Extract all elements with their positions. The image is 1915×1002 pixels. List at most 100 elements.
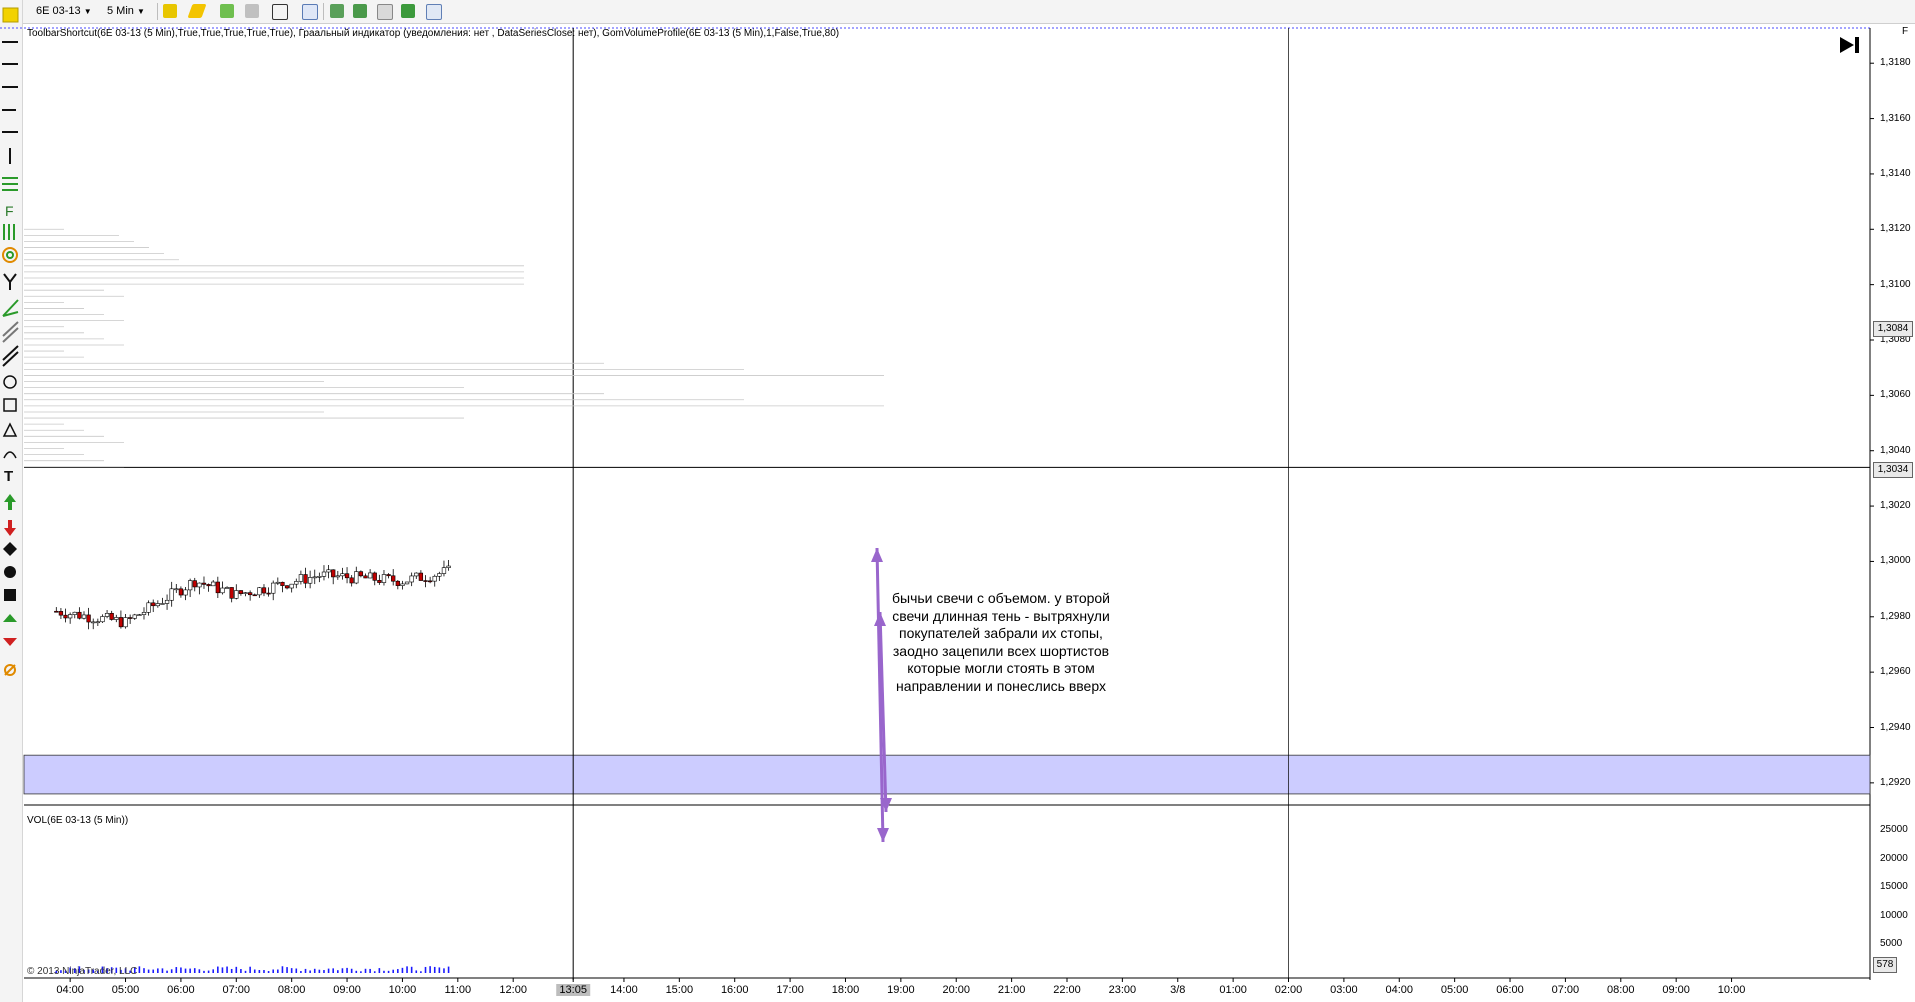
candle-body — [63, 614, 68, 619]
candle-body — [224, 587, 230, 589]
last-price-tag: 1,3084 — [1873, 321, 1913, 337]
candle-body — [146, 602, 151, 613]
chart-annotation-text[interactable]: бычьи свечи с объемом. у второй свечи дл… — [891, 590, 1111, 694]
time-axis-label: 09:00 — [1662, 984, 1690, 996]
eraser-icon[interactable] — [245, 4, 259, 18]
skip-to-end-icon[interactable] — [1836, 34, 1862, 56]
candle-body — [354, 571, 359, 584]
dot-icon — [4, 566, 16, 578]
time-axis-label: 13:05 — [556, 984, 590, 996]
arc-icon — [3, 451, 17, 459]
candle-body — [247, 592, 253, 596]
volume-value-tag: 578 — [1873, 957, 1897, 973]
corner-label: F — [1902, 26, 1909, 37]
candle-body — [275, 581, 280, 584]
bar-type-icon[interactable] — [163, 4, 177, 18]
candle-body — [86, 614, 91, 623]
fib-extension-icon: F — [5, 203, 14, 219]
candle-body — [441, 567, 447, 574]
candle-body — [95, 621, 100, 624]
square-icon — [4, 589, 16, 601]
drawing-tools-icons: F T — [2, 7, 19, 676]
time-axis-label: 05:00 — [1440, 984, 1469, 996]
time-axis-label: 18:00 — [831, 984, 860, 996]
candle-body — [266, 592, 271, 595]
candle-body — [160, 603, 165, 605]
candle-body — [197, 582, 202, 588]
time-axis-label: 21:00 — [997, 984, 1026, 996]
time-axis-label: 10:00 — [1717, 984, 1746, 996]
fib-circle-icon — [2, 247, 18, 263]
time-axis-label: 23:00 — [1108, 984, 1137, 996]
candle-body — [372, 572, 377, 581]
price-axis-label: 1,3180 — [1880, 57, 1911, 69]
dollar-icon[interactable] — [401, 4, 415, 18]
crosshair-icon[interactable] — [272, 4, 288, 20]
indicators-icon[interactable] — [353, 4, 367, 18]
candle-body — [243, 592, 248, 594]
instrument-selector[interactable]: 6E 03-13 ▼ — [36, 3, 92, 20]
timeframe-label: 5 Min — [107, 5, 134, 17]
candle-body — [164, 599, 170, 604]
arrow-up-icon — [4, 494, 16, 510]
volume-panel-label: VOL(6E 03-13 (5 Min)) — [27, 815, 129, 826]
candle-body — [54, 610, 59, 613]
candle-body — [100, 616, 105, 623]
toolbar-separator — [323, 3, 324, 20]
time-axis-label: 15:00 — [665, 984, 694, 996]
candle-body — [77, 611, 82, 619]
candle-body — [58, 611, 64, 616]
candle-body — [418, 572, 424, 581]
candle-body — [349, 577, 354, 584]
time-axis-label: 19:00 — [887, 984, 915, 996]
candle-body — [123, 617, 128, 628]
candle-body — [220, 587, 225, 594]
candle-body — [155, 603, 160, 607]
time-axis-label: 09:00 — [333, 984, 361, 996]
timeframe-selector[interactable]: 5 Min ▼ — [107, 3, 145, 20]
diamond-icon — [3, 542, 17, 556]
time-axis-label: 22:00 — [1053, 984, 1081, 996]
annotation-arrow — [878, 611, 888, 813]
candle-body — [395, 580, 400, 586]
time-axis-label: 04:00 — [56, 984, 84, 996]
candle-body — [307, 577, 313, 584]
time-axis-label: 20:00 — [942, 984, 970, 996]
candle-body — [335, 575, 340, 578]
candle-body — [151, 602, 156, 607]
candle-body — [81, 614, 87, 619]
price-axis-label: 1,3140 — [1880, 167, 1911, 179]
candle-body — [252, 594, 257, 597]
strategies-icon[interactable] — [377, 4, 393, 20]
price-axis-label: 1,2940 — [1880, 721, 1911, 733]
copyright-text: © 2013 NinjaTrader, LLC — [27, 966, 138, 977]
time-axis-label: 03:00 — [1330, 984, 1358, 996]
candle-body — [183, 589, 188, 596]
candle-body — [391, 575, 396, 582]
candle-body — [109, 613, 114, 620]
properties-icon[interactable] — [330, 4, 344, 18]
data-box-icon[interactable] — [426, 4, 442, 20]
zoom-icon[interactable] — [302, 4, 318, 20]
candle-body — [127, 617, 133, 619]
main-toolbar: 6E 03-13 ▼ 5 Min ▼ — [0, 0, 1915, 24]
time-axis-label: 12:00 — [499, 984, 527, 996]
candle-body — [257, 587, 262, 596]
wand-icon[interactable] — [220, 4, 234, 18]
gann-fan-icon — [2, 299, 19, 317]
regression-channel-icon — [2, 321, 19, 343]
candle-body — [234, 590, 239, 599]
candle-body — [284, 585, 290, 589]
candle-body — [404, 581, 410, 585]
candle-body — [238, 590, 244, 594]
candle-body — [363, 575, 368, 579]
candle-body — [427, 580, 433, 583]
candle-body — [206, 584, 211, 587]
volume-axis-label: 10000 — [1880, 909, 1908, 921]
volume-axis-label: 25000 — [1880, 824, 1908, 836]
time-axis-label: 3/8 — [1170, 984, 1186, 996]
candle-body — [174, 588, 179, 591]
candle-body — [340, 573, 345, 577]
candle-body — [312, 576, 317, 579]
